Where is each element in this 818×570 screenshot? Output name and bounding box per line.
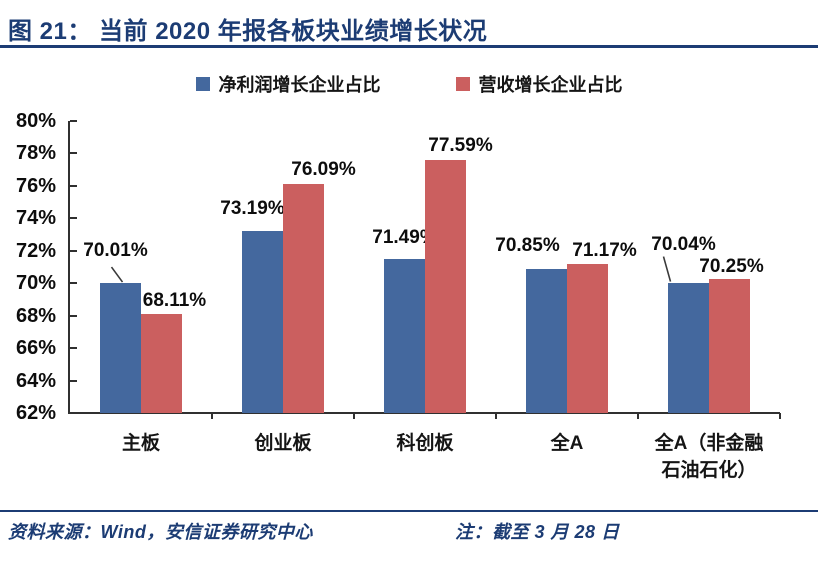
y-tick (70, 152, 77, 155)
y-tick-label: 78% (15, 142, 56, 165)
y-tick-label: 64% (15, 369, 56, 392)
title-divider (0, 45, 818, 48)
y-tick (70, 412, 77, 414)
x-category-label: 科创板 (396, 433, 454, 454)
bar-value-label: 70.25% (699, 256, 764, 278)
bar-value-label: 70.85% (495, 235, 560, 257)
y-tick-label: 66% (15, 337, 56, 360)
bar-s0-c0 (100, 283, 141, 413)
bar-s1-c2 (425, 160, 466, 413)
x-category-label: 全A（非金融 石油石化） (654, 433, 764, 481)
y-tick (70, 282, 77, 285)
y-tick (70, 314, 77, 317)
y-tick-label: 70% (15, 272, 56, 295)
legend-swatch-icon (195, 77, 210, 91)
bar-s1-c1 (283, 184, 324, 413)
y-axis-line (68, 121, 70, 414)
bar-s0-c2 (384, 259, 425, 413)
bar-s1-c3 (567, 264, 608, 413)
bar-s1-c4 (709, 279, 750, 413)
bar-s0-c1 (242, 231, 283, 413)
x-category-label: 创业板 (254, 433, 312, 454)
y-tick-label: 72% (15, 239, 56, 262)
y-tick (70, 249, 77, 252)
y-tick-label: 62% (15, 402, 56, 424)
bar-s1-c0 (141, 313, 182, 413)
y-tick-label: 76% (15, 174, 56, 197)
y-tick (70, 184, 77, 187)
legend-label: 净利润增长企业占比 (218, 75, 381, 95)
bar-value-label: 71.49% (372, 227, 437, 249)
bar-value-label: 71.17% (572, 240, 637, 262)
footer-divider (0, 510, 818, 512)
legend-swatch-icon (455, 77, 470, 91)
x-axis-line (68, 412, 780, 414)
bar-s0-c4 (668, 282, 709, 413)
chart-legend: 净利润增长企业占比 营收增长企业占比 (0, 71, 818, 97)
figure-title: 图 21： 当前 2020 年报各板块业绩增长状况 (8, 18, 488, 45)
bar-value-label: 77.59% (428, 135, 493, 157)
legend-label: 营收增长企业占比 (478, 75, 623, 95)
date-note: 注：截至 3 月 28 日 (455, 522, 620, 542)
x-tick (211, 413, 213, 419)
source-note: 资料来源：Wind，安信证券研究中心 (8, 522, 313, 542)
bar-value-label: 68.11% (142, 289, 207, 311)
bar-value-label: 70.01% (83, 240, 148, 262)
y-tick-label: 80% (15, 110, 56, 132)
x-tick (495, 413, 497, 419)
x-category-label: 主板 (121, 433, 160, 454)
legend-item-1: 营收增长企业占比 (455, 71, 623, 97)
bar-s0-c3 (526, 269, 567, 413)
y-tick-label: 74% (15, 207, 56, 230)
y-tick (70, 347, 77, 350)
bar-value-label: 73.19% (220, 198, 285, 220)
x-tick (637, 413, 639, 419)
x-category-label: 全A (550, 433, 584, 454)
bar-value-label: 76.09% (291, 159, 356, 181)
legend-item-0: 净利润增长企业占比 (195, 71, 381, 97)
bar-value-label: 70.04% (651, 233, 716, 255)
x-tick (353, 413, 355, 419)
y-tick (70, 217, 77, 220)
x-tick (779, 413, 781, 419)
y-tick (70, 120, 77, 122)
y-tick-label: 68% (15, 304, 56, 327)
y-tick (70, 379, 77, 382)
